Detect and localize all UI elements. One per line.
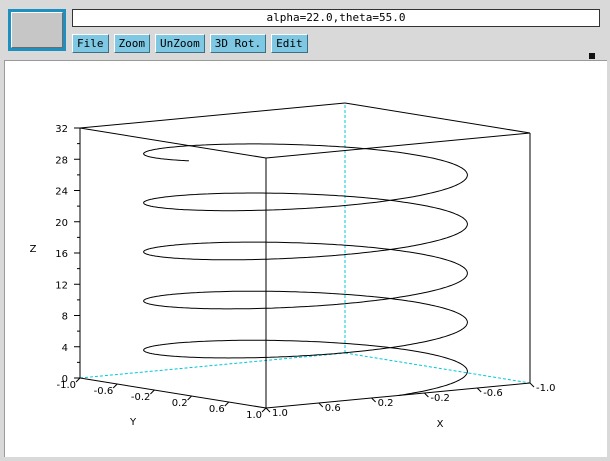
x-axis-label: X — [437, 419, 444, 430]
toolbar: alpha=22.0,theta=55.0 File Zoom UnZoom 3… — [0, 0, 610, 60]
box-edge — [265, 132, 531, 159]
z-tick-label: 20 — [55, 218, 68, 229]
x-tick — [318, 402, 324, 408]
z-tick-label: 24 — [55, 187, 68, 198]
file-menu-button[interactable]: File — [72, 34, 109, 53]
box-edge — [79, 102, 346, 129]
y-tick-label: -0.6 — [94, 386, 114, 397]
y-tick — [150, 389, 155, 395]
menu-bar: File Zoom UnZoom 3D Rot. Edit — [72, 34, 308, 53]
y-tick-label: -0.2 — [131, 392, 151, 403]
z-tick-label: 12 — [55, 280, 68, 291]
x-tick — [529, 382, 535, 388]
y-tick — [224, 401, 230, 407]
box-edge — [79, 127, 267, 159]
x-tick-label: -0.6 — [483, 388, 503, 399]
y-axis-label: Y — [129, 417, 137, 428]
z-tick-label: 28 — [55, 155, 68, 166]
y-tick-label: 1.0 — [246, 410, 262, 421]
plot-canvas[interactable]: 0 4 8 12 16 20 24 28 32 -1.0 -0.6 -0.2 0.2 0.6 1.0 1.0 0… — [4, 60, 607, 457]
x-axis-line — [265, 382, 531, 409]
x-tick — [371, 397, 376, 403]
x-tick-label: 0.2 — [378, 398, 394, 409]
z-axis-label: Z — [30, 244, 37, 255]
x-tick — [424, 392, 429, 398]
graphic-window-selector-button[interactable] — [8, 9, 66, 51]
y-tick-label: -1.0 — [56, 380, 76, 391]
view-angle-status: alpha=22.0,theta=55.0 — [72, 9, 600, 27]
z-tick-label: 8 — [62, 312, 68, 323]
y-tick — [261, 407, 267, 413]
hidden-box-edge — [344, 352, 531, 384]
unzoom-button[interactable]: UnZoom — [155, 34, 205, 53]
hidden-box-edge — [79, 352, 346, 379]
z-tick-label: 4 — [62, 343, 68, 354]
y-tick — [112, 383, 118, 389]
graphic-window-selector-face — [11, 12, 63, 48]
y-tick — [75, 377, 81, 383]
y-tick-label: 0.6 — [209, 404, 225, 415]
x-tick — [476, 387, 482, 393]
x-tick-label: -1.0 — [536, 383, 556, 394]
z-tick-label: 32 — [55, 124, 68, 135]
box-edge — [344, 102, 531, 134]
y-axis-line — [79, 377, 267, 409]
y-tick-label: 0.2 — [172, 398, 188, 409]
plot-3d-svg: 0 4 8 12 16 20 24 28 32 -1.0 -0.6 -0.2 0.2 0.6 1.0 1.0 0… — [30, 102, 556, 430]
x-tick — [265, 407, 271, 413]
zoom-button[interactable]: Zoom — [113, 34, 150, 53]
x-tick-label: -0.2 — [430, 393, 450, 404]
rotate-3d-button[interactable]: 3D Rot. — [209, 34, 267, 53]
resize-handle-icon[interactable] — [589, 53, 595, 59]
x-tick-label: 0.6 — [325, 403, 341, 414]
y-tick — [187, 395, 192, 401]
helix-curve — [143, 143, 468, 396]
z-tick-label: 16 — [55, 249, 68, 260]
x-tick-label: 1.0 — [272, 408, 288, 419]
edit-menu-button[interactable]: Edit — [271, 34, 308, 53]
z-tick-label: 0 — [62, 374, 68, 385]
